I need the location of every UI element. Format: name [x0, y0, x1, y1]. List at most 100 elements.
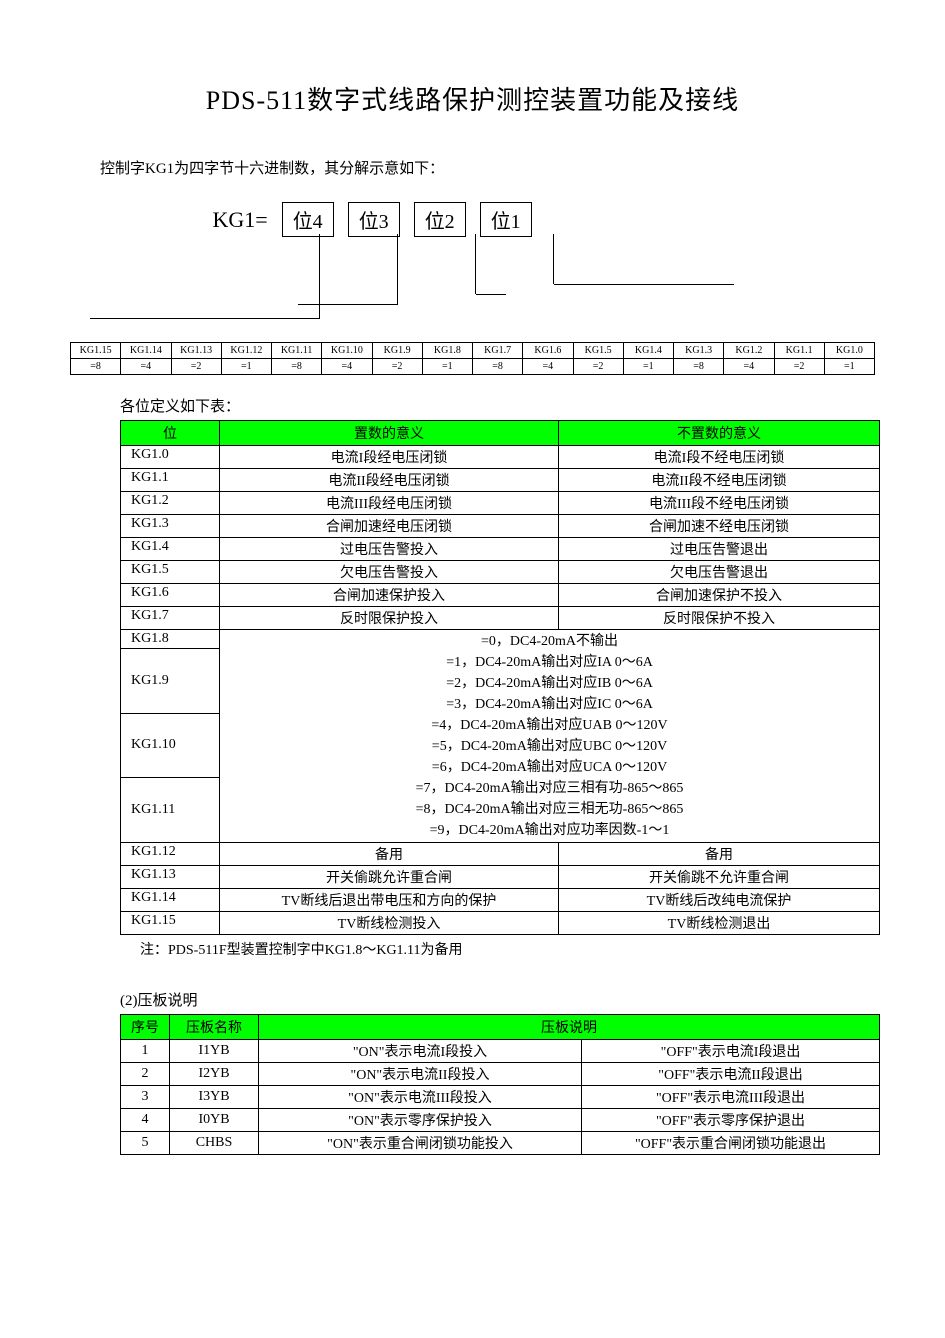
- cell-set: 电流III段经电压闭锁: [220, 492, 559, 515]
- bit-label: KG1.2: [724, 343, 774, 359]
- cell-bit: KG1.1: [121, 469, 220, 492]
- bit-label: KG1.4: [623, 343, 673, 359]
- kg1-box-4: 位4: [282, 202, 334, 237]
- table-row: 3I3YB"ON"表示电流III段投入"OFF"表示电流III段退出: [121, 1086, 880, 1109]
- table-row: KG1.4过电压告警投入过电压告警退出: [121, 538, 880, 561]
- connector-line: [319, 234, 320, 318]
- bit-label: KG1.11: [272, 343, 322, 359]
- cell-unset: 电流II段不经电压闭锁: [559, 469, 880, 492]
- page-title: PDS-511数字式线路保护测控装置功能及接线: [60, 80, 885, 117]
- bit-label: KG1.10: [322, 343, 372, 359]
- cell-bit: KG1.2: [121, 492, 220, 515]
- bits-labels-row: KG1.15KG1.14KG1.13KG1.12KG1.11KG1.10KG1.…: [71, 343, 875, 359]
- cell-plate-name: CHBS: [170, 1132, 259, 1155]
- cell-bit: KG1.11: [121, 778, 220, 843]
- bit-label: KG1.12: [221, 343, 271, 359]
- cell-off: "OFF"表示电流II段退出: [582, 1063, 880, 1086]
- table-row: KG1.0电流I段经电压闭锁电流I段不经电压闭锁: [121, 446, 880, 469]
- kg1-diagram: KG1= 位4 位3 位2 位1: [63, 198, 883, 338]
- bit-value: =4: [523, 359, 573, 375]
- col-bit: 位: [121, 421, 220, 446]
- cell-off: "OFF"表示电流III段退出: [582, 1086, 880, 1109]
- cell-on: "ON"表示电流II段投入: [259, 1063, 582, 1086]
- cell-unset: 反时限保护不投入: [559, 607, 880, 630]
- col-unset: 不置数的意义: [559, 421, 880, 446]
- cell-off: "OFF"表示重合闸闭锁功能退出: [582, 1132, 880, 1155]
- cell-seq: 3: [121, 1086, 170, 1109]
- kg1-box-1: 位1: [480, 202, 532, 237]
- cell-set: TV断线检测投入: [220, 912, 559, 935]
- cell-bit: KG1.10: [121, 713, 220, 778]
- bit-value: =8: [674, 359, 724, 375]
- cell-set: 欠电压告警投入: [220, 561, 559, 584]
- table-row: KG1.3合闸加速经电压闭锁合闸加速不经电压闭锁: [121, 515, 880, 538]
- connector-line: [397, 234, 398, 304]
- bit-value: =1: [623, 359, 673, 375]
- col-seq: 序号: [121, 1015, 170, 1040]
- cell-bit: KG1.12: [121, 843, 220, 866]
- bit-label: KG1.15: [71, 343, 121, 359]
- cell-unset: 合闸加速保护不投入: [559, 584, 880, 607]
- cell-off: "OFF"表示电流I段退出: [582, 1040, 880, 1063]
- cell-set: 电流II段经电压闭锁: [220, 469, 559, 492]
- cell-bit: KG1.15: [121, 912, 220, 935]
- table-row: 5CHBS"ON"表示重合闸闭锁功能投入"OFF"表示重合闸闭锁功能退出: [121, 1132, 880, 1155]
- bit-value: =2: [171, 359, 221, 375]
- cell-on: "ON"表示零序保护投入: [259, 1109, 582, 1132]
- bit-value: =2: [573, 359, 623, 375]
- bit-label: KG1.6: [523, 343, 573, 359]
- table1-caption: 各位定义如下表：: [120, 395, 885, 416]
- table-row: KG1.5欠电压告警投入欠电压告警退出: [121, 561, 880, 584]
- page: PDS-511数字式线路保护测控装置功能及接线 控制字KG1为四字节十六进制数，…: [0, 0, 945, 1195]
- bits-table-wrap: KG1.15KG1.14KG1.13KG1.12KG1.11KG1.10KG1.…: [70, 342, 875, 375]
- col-plate-desc: 压板说明: [259, 1015, 880, 1040]
- bit-value: =4: [322, 359, 372, 375]
- bit-label: KG1.3: [674, 343, 724, 359]
- cell-plate-name: I0YB: [170, 1109, 259, 1132]
- cell-set: 备用: [220, 843, 559, 866]
- bit-value: =8: [272, 359, 322, 375]
- cell-set: 过电压告警投入: [220, 538, 559, 561]
- col-set: 置数的意义: [220, 421, 559, 446]
- bit-value: =1: [422, 359, 472, 375]
- footnote: 注：PDS-511F型装置控制字中KG1.8～KG1.11为备用: [140, 939, 885, 959]
- cell-unset: 欠电压告警退出: [559, 561, 880, 584]
- cell-set: 开关偷跳允许重合闸: [220, 866, 559, 889]
- cell-seq: 1: [121, 1040, 170, 1063]
- table-row: KG1.12备用备用: [121, 843, 880, 866]
- cell-on: "ON"表示重合闸闭锁功能投入: [259, 1132, 582, 1155]
- cell-unset: 电流III段不经电压闭锁: [559, 492, 880, 515]
- bits-values-row: =8=4=2=1=8=4=2=1=8=4=2=1=8=4=2=1: [71, 359, 875, 375]
- cell-bit: KG1.4: [121, 538, 220, 561]
- table-header-row: 位 置数的意义 不置数的意义: [121, 421, 880, 446]
- intro-text: 控制字KG1为四字节十六进制数，其分解示意如下：: [100, 157, 885, 178]
- kg1-box-3: 位3: [348, 202, 400, 237]
- cell-on: "ON"表示电流I段投入: [259, 1040, 582, 1063]
- bit-label: KG1.0: [824, 343, 874, 359]
- cell-on: "ON"表示电流III段投入: [259, 1086, 582, 1109]
- cell-bit: KG1.5: [121, 561, 220, 584]
- cell-bit: KG1.8: [121, 630, 220, 649]
- cell-seq: 4: [121, 1109, 170, 1132]
- cell-set: 反时限保护投入: [220, 607, 559, 630]
- table-row: 1I1YB"ON"表示电流I段投入"OFF"表示电流I段退出: [121, 1040, 880, 1063]
- cell-bit: KG1.14: [121, 889, 220, 912]
- cell-seq: 5: [121, 1132, 170, 1155]
- cell-set: 合闸加速经电压闭锁: [220, 515, 559, 538]
- cell-unset: 电流I段不经电压闭锁: [559, 446, 880, 469]
- col-plate-name: 压板名称: [170, 1015, 259, 1040]
- cell-bit: KG1.6: [121, 584, 220, 607]
- cell-unset: 过电压告警退出: [559, 538, 880, 561]
- bit-label: KG1.7: [473, 343, 523, 359]
- bit-label: KG1.1: [774, 343, 824, 359]
- cell-bit: KG1.0: [121, 446, 220, 469]
- bit-value: =4: [121, 359, 171, 375]
- bit-value: =2: [372, 359, 422, 375]
- bit-label: KG1.5: [573, 343, 623, 359]
- bit-label: KG1.14: [121, 343, 171, 359]
- cell-merged-meaning: =0，DC4-20mA不输出=1，DC4-20mA输出对应IA 0～6A=2，D…: [220, 630, 880, 843]
- bit-value: =1: [824, 359, 874, 375]
- cell-bit: KG1.3: [121, 515, 220, 538]
- section2-label: (2)压板说明: [120, 989, 885, 1010]
- kg1-label: KG1=: [213, 207, 268, 233]
